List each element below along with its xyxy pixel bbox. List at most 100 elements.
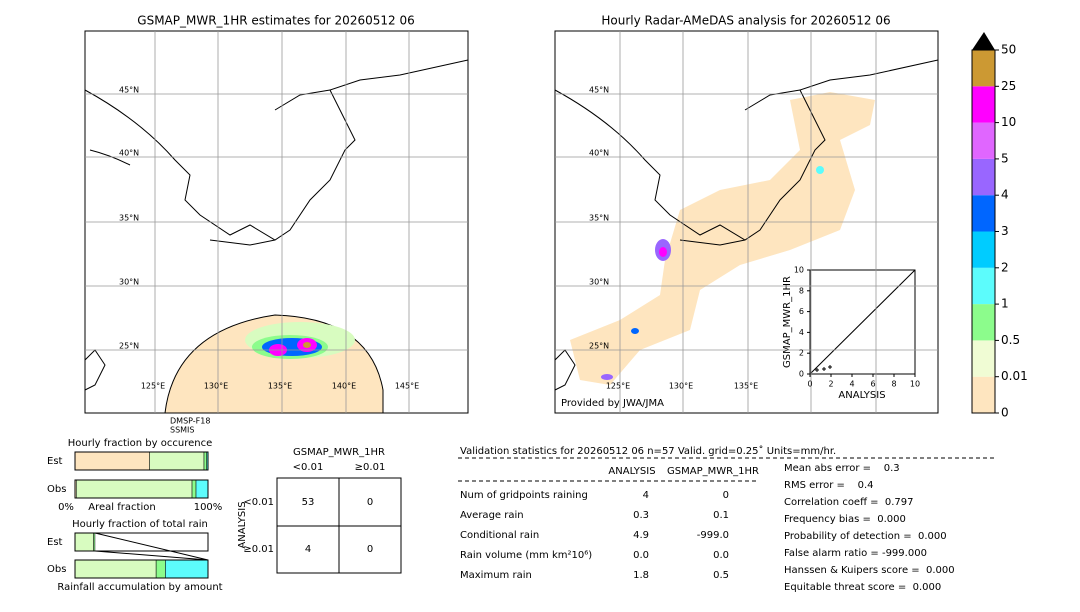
right-map-rain <box>570 92 875 385</box>
lat-label: 35°N <box>119 214 139 223</box>
left-map-coast <box>84 59 469 391</box>
validation-header: Validation statistics for 20260512 06 n=… <box>460 445 836 457</box>
cell: 4.9 <box>633 530 649 541</box>
colorbar-label: 0 <box>1001 406 1009 420</box>
score: Correlation coeff = 0.797 <box>784 497 914 508</box>
row-label: ≥0.01 <box>243 544 274 555</box>
column-label: <0.01 <box>293 462 324 473</box>
x-tick-label: 0% <box>58 502 74 513</box>
row-label: Maximum rain <box>460 570 532 581</box>
row-label: Num of gridpoints raining <box>460 490 588 501</box>
colorbar-segment <box>972 304 995 341</box>
cell: 1.8 <box>633 570 649 581</box>
total-title: Hourly fraction of total rain <box>72 519 208 530</box>
column-label: ≥0.01 <box>355 462 386 473</box>
y-tick-label: 4 <box>799 328 804 337</box>
colorbar-segment <box>972 86 995 123</box>
fraction-segment <box>76 479 193 499</box>
cell: 4 <box>305 544 311 555</box>
lat-label: 35°N <box>589 214 609 223</box>
cell: 0.0 <box>633 550 649 561</box>
colorbar-label: 3 <box>1001 224 1009 238</box>
row-label: Rain volume (mm km²10⁶) <box>460 550 592 561</box>
score: RMS error = 0.4 <box>784 480 874 491</box>
colorbar-label: 10 <box>1001 115 1016 129</box>
fraction-segment <box>195 479 209 499</box>
bar-frame <box>74 559 209 579</box>
bar-frame <box>74 451 209 471</box>
colorbar-segment <box>972 195 995 232</box>
x-tick-label: 2 <box>828 380 833 389</box>
inset-diagonal <box>809 269 916 375</box>
fraction-caption: Rainfall accumulation by amount <box>57 582 222 593</box>
fraction-segment <box>203 451 207 471</box>
colorbar-segment <box>972 340 995 377</box>
y-tick-label: 6 <box>799 307 804 316</box>
fraction-segment <box>191 479 197 499</box>
x-tick-label: 10 <box>910 380 920 389</box>
lon-label: 145°E <box>395 382 419 391</box>
map-title: GSMAP_MWR_1HR estimates for 20260512 06 <box>137 14 414 28</box>
lat-label: 30°N <box>119 278 139 287</box>
score: Frequency bias = 0.000 <box>784 514 906 525</box>
colorbar-label: 50 <box>1001 43 1016 57</box>
row-label: Conditional rain <box>460 530 539 541</box>
inset-xlabel: ANALYSIS <box>838 390 885 401</box>
y-tick-label: 2 <box>799 349 804 358</box>
lon-label: 125°E <box>606 382 630 391</box>
lon-label: 125°E <box>141 382 165 391</box>
contingency-ylabel: ANALYSIS <box>237 501 248 548</box>
colorbar-label: 2 <box>1001 260 1009 274</box>
x-tick-label: 8 <box>891 380 896 389</box>
cell: 0.5 <box>713 570 729 581</box>
sensor: DMSP-F18 <box>170 417 210 426</box>
lat-label: 45°N <box>589 86 609 95</box>
x-tick-label: 6 <box>870 380 875 389</box>
lon-label: 130°E <box>669 382 693 391</box>
lat-label: 45°N <box>119 86 139 95</box>
row-label: Average rain <box>460 510 524 521</box>
lon-label: 135°E <box>734 382 758 391</box>
cell: 4 <box>643 490 649 501</box>
y-tick-label: 10 <box>794 266 804 275</box>
row-label: Obs <box>47 564 66 575</box>
cell: 0.1 <box>713 510 729 521</box>
fraction-segment <box>74 451 150 471</box>
fraction-xlabel: Areal fraction <box>88 502 155 513</box>
lon-label: 135°E <box>268 382 292 391</box>
fraction-segment <box>155 559 166 579</box>
score: Probability of detection = 0.000 <box>784 531 947 542</box>
y-tick-label: 8 <box>799 286 804 295</box>
x-tick-label: 100% <box>194 502 223 513</box>
cell: 53 <box>302 497 315 508</box>
fraction-segment <box>74 559 157 579</box>
row-label: <0.01 <box>243 497 274 508</box>
column-header: ANALYSIS <box>608 466 655 477</box>
colorbar-segment <box>972 122 995 159</box>
x-tick-label: 0 <box>807 380 812 389</box>
score: Mean abs error = 0.3 <box>784 463 900 474</box>
row-label: Est <box>47 537 63 548</box>
score: Hanssen & Kuipers score = 0.000 <box>784 565 955 576</box>
bar-frame <box>74 479 209 499</box>
colorbar-segment <box>972 158 995 196</box>
lat-label: 25°N <box>119 342 139 351</box>
cell: 0.3 <box>633 510 649 521</box>
colorbar-segment <box>972 50 995 87</box>
colorbar-label: 25 <box>1001 79 1016 93</box>
fraction-segment <box>165 559 209 579</box>
column-header: GSMAP_MWR_1HR <box>667 466 759 477</box>
fraction-segment <box>74 532 94 552</box>
colorbar-label: 4 <box>1001 188 1009 202</box>
left-map-rain <box>164 314 384 414</box>
map-title: Hourly Radar-AMeDAS analysis for 2026051… <box>601 14 890 28</box>
colorbar-segment <box>972 267 995 305</box>
lon-label: 140°E <box>332 382 356 391</box>
lat-label: 40°N <box>119 149 139 158</box>
colorbar-segment <box>972 376 995 413</box>
fraction-segment <box>149 451 205 471</box>
colorbar-label: 1 <box>1001 297 1009 311</box>
cell: -999.0 <box>697 530 729 541</box>
cell: 0 <box>367 544 373 555</box>
fraction-segment <box>93 532 96 552</box>
